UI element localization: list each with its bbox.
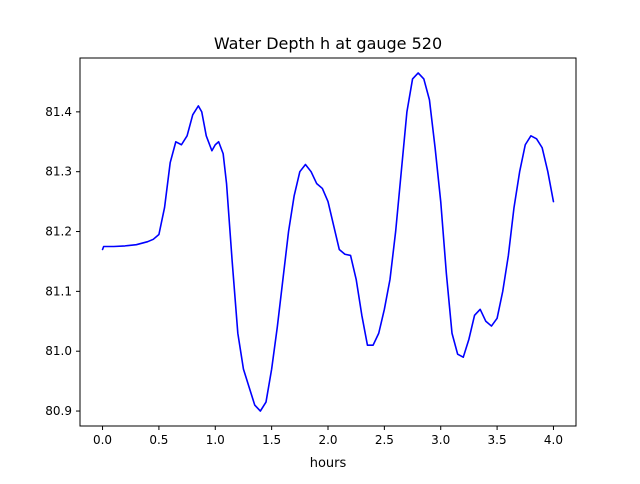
x-tick-label: 3.0	[431, 433, 450, 447]
x-tick-label: 4.0	[544, 433, 563, 447]
y-tick-label: 81.0	[45, 344, 72, 358]
y-axis-ticks: 80.9 81.0 81.1 81.2 81.3 81.4	[45, 105, 80, 418]
x-axis-ticks: 0.0 0.5 1.0 1.5 2.0 2.5 3.0 3.5 4.0	[93, 426, 563, 447]
x-tick-label: 0.5	[149, 433, 168, 447]
y-tick-label: 80.9	[45, 404, 72, 418]
x-tick-label: 1.5	[262, 433, 281, 447]
chart-title: Water Depth h at gauge 520	[214, 34, 442, 53]
y-tick-label: 81.3	[45, 165, 72, 179]
x-tick-label: 1.0	[206, 433, 225, 447]
series-line-0	[101, 72, 555, 412]
x-tick-label: 2.0	[318, 433, 337, 447]
plot-area	[101, 72, 555, 412]
x-axis-label: hours	[310, 456, 347, 471]
y-tick-label: 81.4	[45, 105, 72, 119]
x-tick-label: 3.5	[488, 433, 507, 447]
y-tick-label: 81.1	[45, 284, 72, 298]
x-tick-label: 0.0	[93, 433, 112, 447]
x-tick-label: 2.5	[375, 433, 394, 447]
y-tick-label: 81.2	[45, 225, 72, 239]
